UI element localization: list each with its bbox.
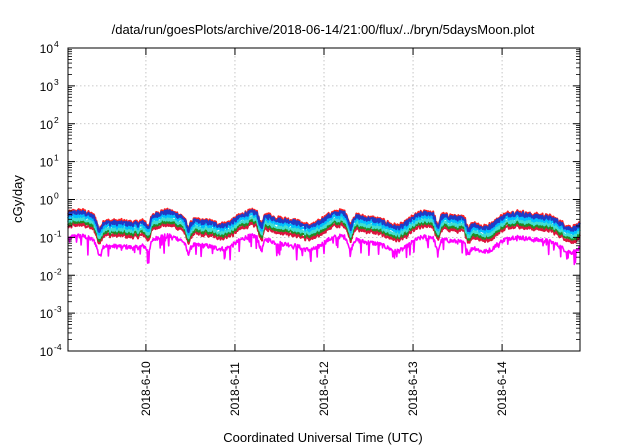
x-axis-label: Coordinated Universal Time (UTC) — [223, 430, 422, 445]
y-tick-label: 10 — [40, 156, 54, 170]
y-tick-exponent: -4 — [54, 342, 62, 352]
y-tick-label: 10 — [40, 231, 54, 245]
series-line — [67, 233, 581, 266]
y-tick-exponent: 3 — [54, 77, 59, 87]
series-layer — [67, 207, 581, 266]
y-tick-exponent: -1 — [54, 228, 62, 238]
y-tick-label: 10 — [40, 80, 54, 94]
x-tick-label: 2018-6-10 — [139, 361, 153, 416]
y-tick-exponent: 4 — [54, 39, 59, 49]
y-tick-exponent: 1 — [54, 153, 59, 163]
tick-marks — [68, 47, 580, 352]
y-tick-exponent: 0 — [54, 191, 59, 201]
y-tick-exponent: -3 — [54, 304, 62, 314]
x-tick-label: 2018-6-14 — [495, 361, 509, 416]
y-tick-exponent: 2 — [54, 115, 59, 125]
y-tick-label: 10 — [40, 118, 54, 132]
series-line — [67, 209, 581, 234]
y-tick-label: 10 — [40, 345, 54, 359]
x-tick-label: 2018-6-11 — [228, 362, 242, 416]
chart-title: /data/run/goesPlots/archive/2018-06-14/2… — [112, 22, 535, 37]
y-tick-exponent: -2 — [54, 266, 62, 276]
x-tick-labels: 2018-6-10 2018-6-11 2018-6-12 2018-6-13 2018… — [139, 361, 509, 416]
grid-lines — [68, 48, 580, 351]
x-tick-label: 2018-6-12 — [317, 361, 331, 416]
y-tick-label: 10 — [40, 194, 54, 208]
y-tick-label: 10 — [40, 269, 54, 283]
x-tick-label: 2018-6-13 — [406, 361, 420, 416]
y-axis-label: cGy/day — [10, 175, 25, 223]
y-tick-label: 10 — [40, 307, 54, 321]
y-tick-label: 10 — [40, 42, 54, 56]
